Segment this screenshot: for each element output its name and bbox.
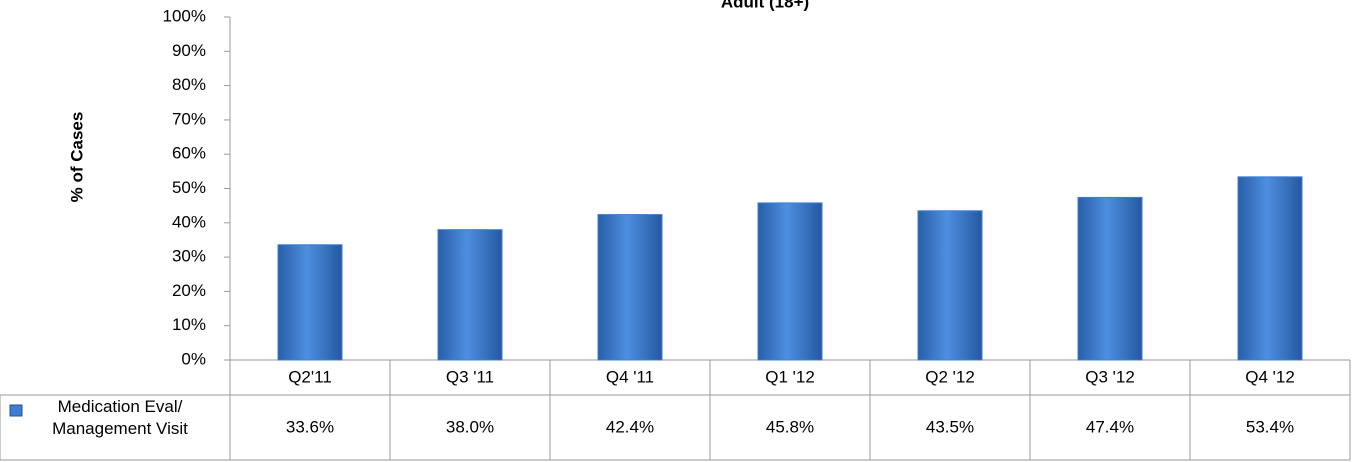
legend-swatch — [9, 404, 23, 417]
bar — [757, 202, 823, 361]
y-tick-label: 70% — [172, 109, 206, 128]
data-label: 47.4% — [1086, 417, 1134, 436]
chart-title: Adult (18+) — [721, 0, 809, 11]
legend-cell: Medication Eval/ Management Visit — [52, 397, 188, 438]
y-tick-label: 80% — [172, 75, 206, 94]
data-label: 43.5% — [926, 417, 974, 436]
bar — [1237, 176, 1303, 361]
y-tick-label: 100% — [163, 6, 206, 25]
data-label: 45.8% — [766, 417, 814, 436]
y-tick-label: 90% — [172, 41, 206, 60]
y-tick-label: 60% — [172, 144, 206, 163]
bar — [437, 229, 503, 361]
x-tick-label: Q4 '11 — [606, 367, 654, 386]
bar — [917, 210, 983, 361]
y-tick-label: 0% — [181, 349, 206, 368]
y-axis-label: % of Cases — [67, 112, 86, 203]
y-tick-label: 50% — [172, 178, 206, 197]
y-tick-label: 20% — [172, 281, 206, 300]
bar — [277, 244, 343, 361]
y-tick-label: 30% — [172, 247, 206, 266]
legend-label: Medication Eval/ Management Visit — [52, 397, 188, 438]
bar — [1077, 196, 1143, 361]
data-label: 53.4% — [1246, 417, 1294, 436]
data-label: 33.6% — [286, 417, 334, 436]
y-tick-label: 10% — [172, 315, 206, 334]
x-tick-label: Q4 '12 — [1245, 367, 1295, 386]
x-tick-label: Q3 '12 — [1085, 367, 1135, 386]
bar — [597, 214, 663, 361]
x-tick-label: Q2'11 — [288, 367, 332, 386]
x-tick-label: Q1 '12 — [765, 367, 815, 386]
x-tick-label: Q2 '12 — [925, 367, 975, 386]
x-tick-label: Q3 '11 — [446, 367, 494, 386]
y-tick-label: 40% — [172, 212, 206, 231]
data-label: 42.4% — [606, 417, 654, 436]
data-label: 38.0% — [446, 417, 494, 436]
